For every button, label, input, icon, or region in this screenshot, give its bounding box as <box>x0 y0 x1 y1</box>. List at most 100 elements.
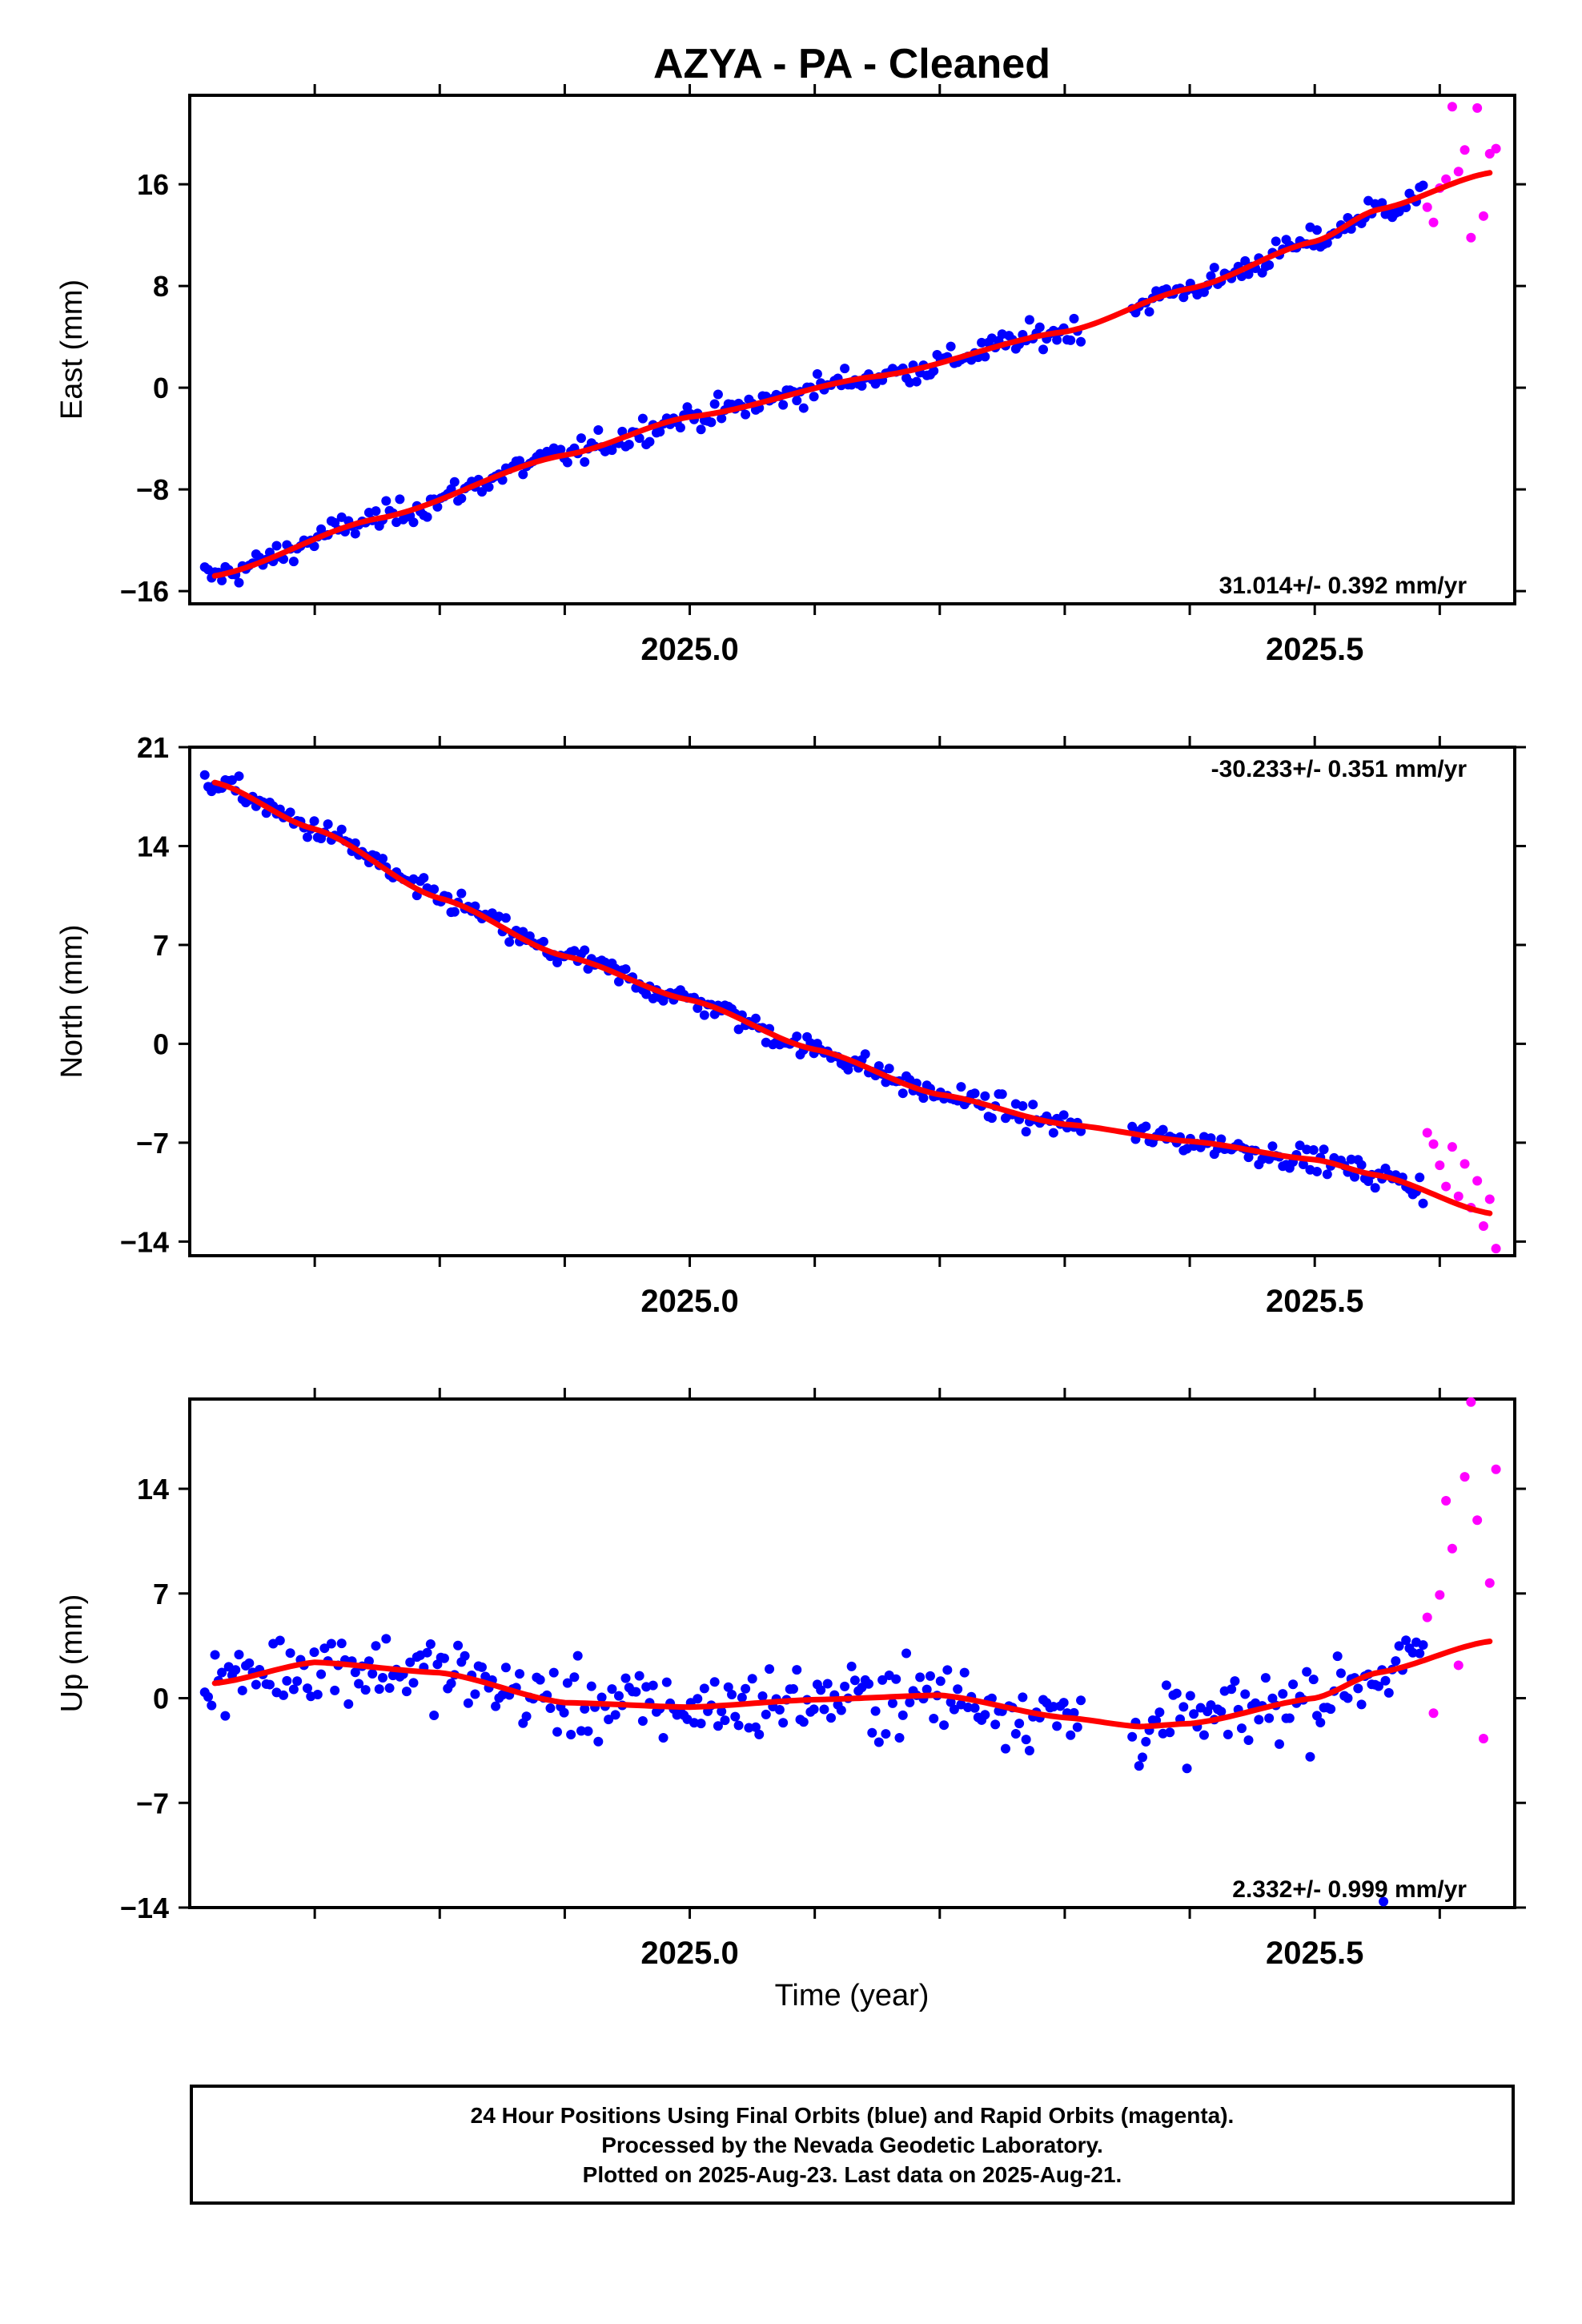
north-ytick-label: 21 <box>137 731 169 764</box>
up-final-point <box>363 1656 374 1667</box>
north-final-point <box>884 1063 894 1074</box>
up-final-point <box>566 1730 576 1740</box>
up-final-point <box>613 1691 624 1701</box>
up-final-point <box>1418 1640 1428 1651</box>
east-rapid-point <box>1478 211 1488 221</box>
panel-east: −16 −8 0 8 16 2025.0 2025.5 East (mm) 31.014+/- … <box>55 84 1526 667</box>
up-final-point <box>809 1704 819 1715</box>
east-final-point <box>371 506 381 517</box>
east-rapid-point <box>1472 103 1483 113</box>
up-final-point <box>637 1715 648 1726</box>
up-final-point <box>873 1737 884 1747</box>
up-plot-frame <box>188 1397 1516 1909</box>
up-final-point <box>371 1641 381 1651</box>
up-final-point <box>521 1711 532 1722</box>
east-rapid-point <box>1428 217 1439 227</box>
east-final-point <box>309 541 319 552</box>
up-final-point <box>1401 1635 1411 1646</box>
north-rapid-point <box>1453 1191 1464 1201</box>
north-final-point <box>199 770 210 780</box>
up-ytick-label: −7 <box>136 1787 169 1819</box>
north-final-point <box>1350 1172 1360 1182</box>
up-final-point <box>953 1684 963 1695</box>
east-final-point <box>1038 344 1049 355</box>
east-final-point <box>1144 307 1154 317</box>
up-rapid-point <box>1422 1612 1432 1622</box>
east-y-axis-label: East (mm) <box>55 279 89 420</box>
up-final-point <box>1018 1692 1028 1703</box>
east-final-point <box>617 426 628 436</box>
up-final-point <box>1315 1718 1326 1728</box>
up-rapid-point <box>1453 1660 1464 1671</box>
north-final-point <box>1141 1121 1151 1132</box>
up-final-point <box>1264 1713 1275 1723</box>
up-final-point <box>925 1671 935 1681</box>
north-final-point <box>970 1088 980 1099</box>
up-final-point <box>959 1667 970 1678</box>
east-final-point <box>911 376 921 387</box>
north-rapid-point <box>1478 1220 1488 1231</box>
up-final-point <box>962 1703 973 1713</box>
up-final-point <box>251 1679 261 1690</box>
north-final-point <box>323 819 333 830</box>
north-final-point <box>1346 1154 1356 1164</box>
east-final-point <box>1052 335 1062 345</box>
up-rapid-point <box>1466 1397 1476 1407</box>
up-final-point <box>610 1710 620 1720</box>
east-final-point <box>717 413 727 424</box>
north-final-point <box>873 1061 884 1072</box>
east-final-point <box>809 392 819 402</box>
east-final-point <box>1024 315 1034 325</box>
up-final-point <box>354 1679 364 1689</box>
east-final-point <box>1271 236 1281 247</box>
up-final-point <box>792 1665 802 1675</box>
up-final-point <box>1379 1896 1389 1907</box>
up-rapid-point <box>1491 1464 1501 1474</box>
up-final-point <box>569 1672 580 1683</box>
north-final-point <box>429 884 440 895</box>
east-final-point <box>580 456 590 467</box>
east-ytick-label: 8 <box>153 270 169 303</box>
east-final-point <box>515 456 525 466</box>
east-final-point <box>593 424 604 435</box>
north-final-point <box>309 816 319 826</box>
up-final-point <box>1161 1680 1171 1691</box>
east-final-point <box>946 341 956 352</box>
east-final-point <box>929 366 939 376</box>
up-model-line <box>211 1638 1493 1730</box>
east-final-point <box>637 413 648 424</box>
up-final-point <box>774 1704 785 1715</box>
up-final-point <box>1182 1763 1192 1774</box>
footer-line-3: Plotted on 2025-Aug-23. Last data on 202… <box>582 2161 1122 2187</box>
east-final-point <box>706 417 717 428</box>
up-final-point <box>1332 1651 1343 1662</box>
east-model-line <box>211 170 1493 579</box>
north-rapid-point <box>1460 1159 1470 1169</box>
north-final-point <box>792 1031 802 1042</box>
up-rate-label: 2.332+/- 0.999 mm/yr <box>1232 1876 1467 1903</box>
north-final-point <box>504 937 515 947</box>
up-final-point <box>217 1667 227 1678</box>
up-final-point <box>316 1669 327 1679</box>
up-final-point <box>350 1667 360 1678</box>
east-ytick-label: −16 <box>120 575 169 608</box>
up-final-point <box>836 1705 846 1715</box>
north-final-point <box>980 1091 990 1101</box>
up-final-point <box>1356 1699 1367 1710</box>
up-rapid-point <box>1428 1708 1439 1719</box>
up-final-point <box>661 1677 672 1687</box>
north-final-point <box>860 1049 870 1059</box>
up-final-point <box>453 1640 464 1651</box>
east-final-point <box>709 399 720 409</box>
up-final-point <box>207 1700 217 1711</box>
up-final-point <box>737 1692 747 1703</box>
north-y-axis-label: North (mm) <box>55 924 89 1078</box>
north-rapid-point <box>1447 1142 1457 1152</box>
up-final-point <box>1415 1648 1425 1659</box>
up-ytick-label: 0 <box>153 1683 169 1715</box>
up-rapid-point <box>1460 1472 1470 1482</box>
up-final-point <box>980 1710 990 1720</box>
up-final-point <box>905 1697 915 1707</box>
north-final-point <box>1415 1172 1425 1183</box>
north-final-point <box>1418 1198 1428 1208</box>
